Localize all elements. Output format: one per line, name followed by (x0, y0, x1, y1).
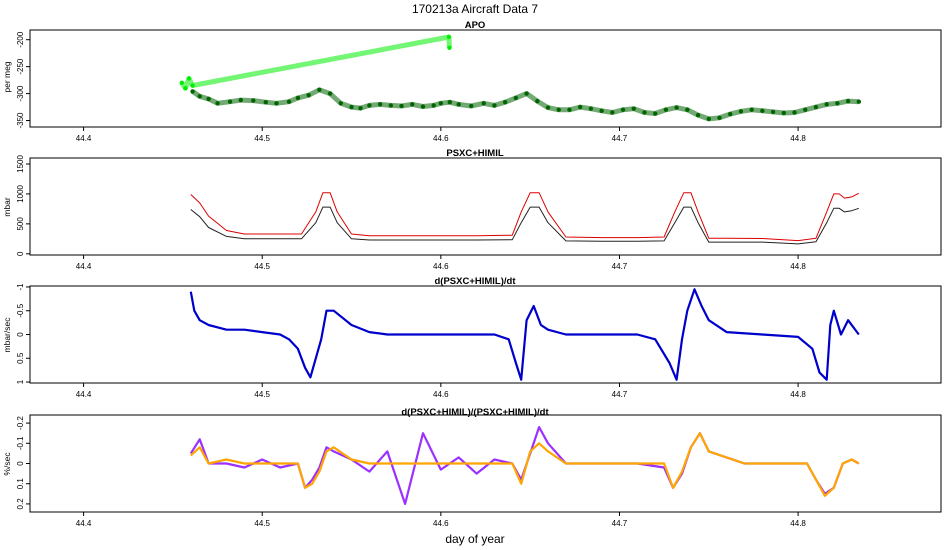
axes: 44.4 44.5 44.6 44.7 44.8 0 500 1000 1500 (16, 155, 806, 271)
plot-marks (179, 34, 862, 122)
y-tick-label: -1 (16, 283, 25, 291)
series-line (190, 432, 860, 497)
x-axis-label: day of year (445, 532, 504, 546)
series-line (189, 426, 860, 505)
x-tick-label: 44.4 (76, 519, 92, 528)
plot-marks (189, 288, 860, 381)
series-line (190, 192, 860, 242)
panel-title: PSXC+HIMIL (446, 148, 503, 159)
y-axis-label: mbar (2, 197, 12, 217)
y-tick-label: 1000 (16, 184, 25, 202)
axes: 44.4 44.5 44.6 44.7 44.8 -0.2 -0.1 0 0.1 0.2 (16, 416, 806, 528)
x-tick-label: 44.8 (790, 262, 806, 271)
x-tick-label: 44.5 (254, 262, 270, 271)
x-tick-label: 44.4 (76, 134, 92, 143)
y-tick-label: -250 (16, 58, 25, 75)
plot-marks (189, 426, 860, 505)
series-band (191, 87, 859, 122)
x-tick-label: 44.6 (433, 390, 449, 399)
plot-frame (29, 157, 942, 256)
x-tick-label: 44.4 (76, 262, 92, 271)
y-axis-label: mbar/sec (2, 317, 12, 353)
y-tick-label: 1500 (16, 155, 25, 173)
x-tick-label: 44.5 (254, 134, 270, 143)
y-tick-label: 0.5 (16, 352, 25, 364)
panel-title: d(PSXC+HIMIL)/dt (434, 276, 516, 287)
x-tick-label: 44.7 (612, 134, 628, 143)
x-tick-label: 44.7 (612, 262, 628, 271)
y-tick-label: -0.1 (16, 436, 25, 450)
panel-psxc-himil: PSXC+HIMIL mbar 44.4 44.5 44.6 44.7 44.8 0 500… (2, 148, 942, 271)
panel-dpdt-relative: d(PSXC+HIMIL)/(PSXC+HIMIL)/dt %/sec 44.4… (2, 407, 942, 528)
panel-title: APO (465, 20, 486, 31)
y-tick-label: 0 (16, 251, 25, 256)
figure-title: 170213a Aircraft Data 7 (412, 2, 538, 16)
x-tick-label: 44.5 (254, 390, 270, 399)
y-tick-label: -300 (16, 85, 25, 102)
series-line (189, 288, 860, 381)
x-tick-label: 44.4 (76, 390, 92, 399)
x-tick-label: 44.7 (612, 519, 628, 528)
x-tick-label: 44.6 (433, 134, 449, 143)
plot-marks (190, 192, 860, 245)
y-tick-label: -350 (16, 112, 25, 129)
x-tick-label: 44.5 (254, 519, 270, 528)
axes: 44.4 44.5 44.6 44.7 44.8 -350 -300 -250 -200 (16, 31, 806, 143)
series-line (190, 206, 859, 245)
y-tick-label: 0.1 (16, 478, 25, 490)
y-tick-label: -0.2 (16, 416, 25, 430)
y-axis-label: %/sec (2, 452, 12, 476)
x-tick-label: 44.8 (790, 134, 806, 143)
y-tick-label: -200 (16, 31, 25, 48)
y-tick-label: 0.2 (16, 498, 25, 510)
x-tick-label: 44.8 (790, 390, 806, 399)
series-band (179, 34, 452, 91)
y-tick-label: 1 (16, 379, 25, 384)
y-tick-label: -0.5 (16, 303, 25, 317)
y-tick-label: 0 (16, 461, 25, 466)
x-tick-label: 44.6 (433, 519, 449, 528)
y-axis-label: per meg (2, 61, 12, 92)
y-tick-label: 500 (16, 217, 25, 231)
y-tick-label: 0 (16, 332, 25, 337)
panel-apo: APO per meg 44.4 44.5 44.6 44.7 44.8 -350 -300… (2, 20, 942, 143)
x-tick-label: 44.8 (790, 519, 806, 528)
panel-title: d(PSXC+HIMIL)/(PSXC+HIMIL)/dt (401, 407, 549, 418)
plot-frame (29, 29, 942, 128)
panel-dpdt: d(PSXC+HIMIL)/dt mbar/sec 44.4 44.5 44.6 44… (2, 276, 942, 399)
axes: 44.4 44.5 44.6 44.7 44.8 -1 -0.5 0 0.5 1 (16, 283, 806, 399)
x-tick-label: 44.7 (612, 390, 628, 399)
x-tick-label: 44.6 (433, 262, 449, 271)
